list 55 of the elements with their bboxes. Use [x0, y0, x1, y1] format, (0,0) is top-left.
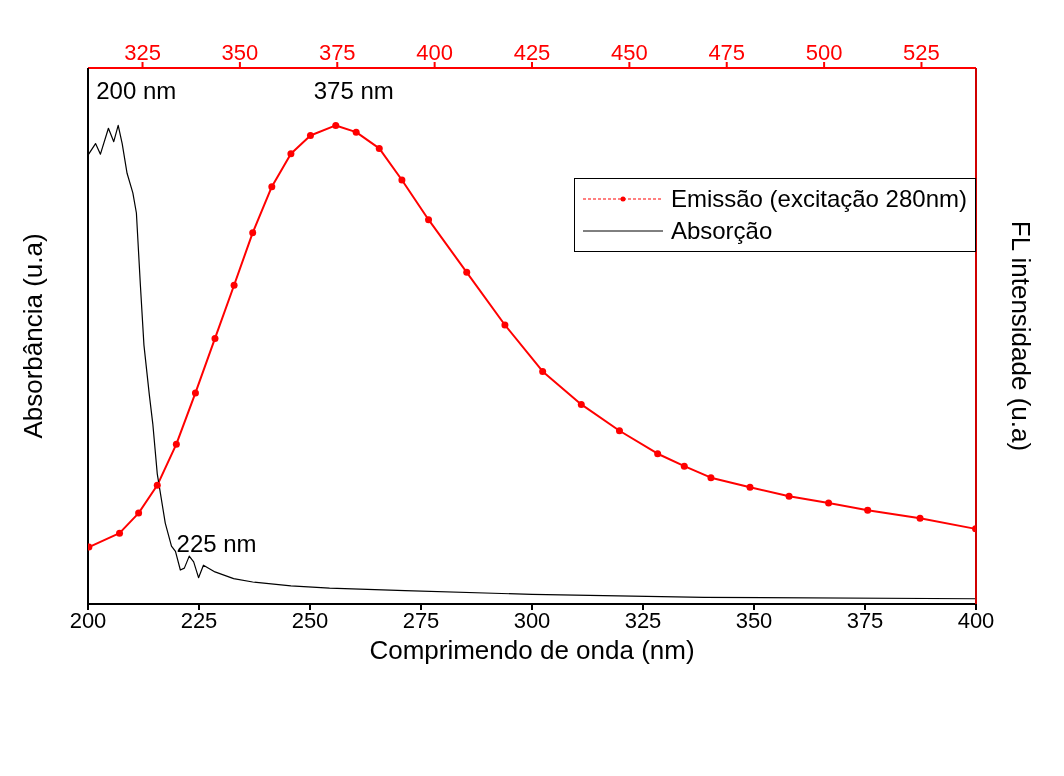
point [230, 281, 238, 289]
point [864, 506, 872, 514]
x2-tick-label: 425 [513, 40, 551, 65]
y2-axis-title: FL intensidade (u.a) [1005, 220, 1036, 452]
point [916, 514, 924, 522]
x2-tick-label: 525 [903, 40, 940, 65]
point [501, 321, 509, 329]
x2-tick-label: 325 [124, 40, 161, 65]
x-tick-label: 300 [513, 607, 551, 633]
point [172, 440, 180, 448]
point [268, 183, 276, 191]
point [332, 121, 340, 129]
point [191, 389, 199, 397]
point [135, 509, 143, 517]
x-tick-label: 325 [624, 607, 662, 633]
annotation: 200 nm [96, 77, 177, 105]
point [615, 427, 623, 435]
point [398, 176, 406, 184]
point [746, 483, 754, 491]
point [249, 229, 257, 237]
annotation: 225 nm [176, 529, 257, 557]
point [539, 367, 547, 375]
x2-tick-label: 400 [416, 40, 453, 65]
point [287, 150, 295, 158]
point [425, 216, 433, 224]
x-tick-label: 200 [69, 607, 107, 633]
x-tick-label: 275 [402, 607, 440, 633]
point [654, 450, 662, 458]
point [306, 131, 314, 139]
annotation: 375 nm [313, 77, 394, 105]
x2-tick-label: 500 [805, 40, 843, 65]
x-axis-title: Comprimendo de onda (nm) [369, 635, 695, 665]
x-tick-label: 225 [180, 607, 218, 633]
point [211, 334, 219, 342]
x2-tick-label: 350 [221, 40, 259, 65]
point [680, 462, 688, 470]
x-tick-label: 250 [291, 607, 329, 633]
point [463, 268, 471, 276]
x2-tick-label: 450 [611, 40, 648, 65]
point [116, 529, 124, 537]
legend-label: Absorção [670, 217, 773, 245]
y-axis-title: Absorbância (u.a) [18, 233, 49, 439]
x-tick-label: 400 [957, 607, 995, 633]
point [375, 144, 383, 152]
point [707, 474, 715, 482]
legend-label: Emissão (excitação 280nm) [670, 185, 967, 213]
point [577, 400, 585, 408]
point [352, 128, 360, 136]
x-tick-label: 375 [846, 607, 884, 633]
x2-tick-label: 375 [318, 40, 356, 65]
point [825, 499, 833, 507]
x-tick-label: 350 [735, 607, 773, 633]
x2-tick-label: 475 [708, 40, 746, 65]
point [785, 492, 793, 500]
point [153, 481, 161, 489]
